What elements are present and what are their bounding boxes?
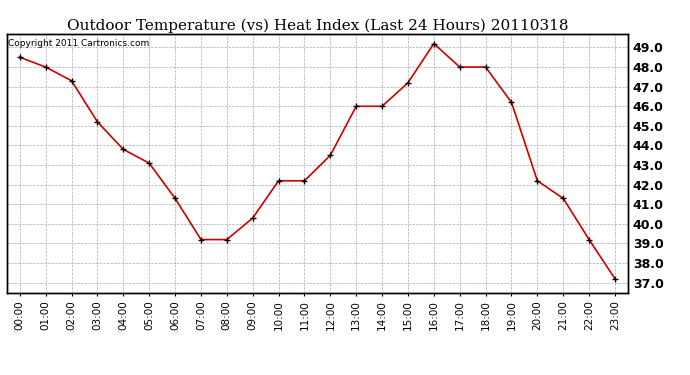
Title: Outdoor Temperature (vs) Heat Index (Last 24 Hours) 20110318: Outdoor Temperature (vs) Heat Index (Las… [67, 18, 568, 33]
Text: Copyright 2011 Cartronics.com: Copyright 2011 Cartronics.com [8, 39, 150, 48]
